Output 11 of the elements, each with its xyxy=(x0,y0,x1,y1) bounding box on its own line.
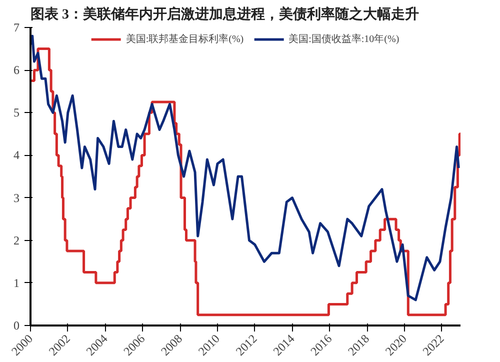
y-tick-label: 3 xyxy=(14,190,20,205)
chart-title: 图表 3：美联储年内开启激进加息进程，美债利率随之大幅走升 xyxy=(30,6,419,22)
y-tick-label: 0 xyxy=(14,318,20,332)
y-tick-label: 1 xyxy=(14,276,20,290)
y-tick-label: 6 xyxy=(14,63,20,78)
legend-label: 美国:国债收益率:10年(%) xyxy=(288,32,400,46)
y-tick-label: 5 xyxy=(14,106,20,120)
y-tick-label: 2 xyxy=(14,233,20,248)
y-tick-label: 7 xyxy=(14,20,20,34)
legend-label: 美国:联邦基金目标利率(%) xyxy=(126,32,244,46)
y-tick-label: 4 xyxy=(14,148,20,162)
